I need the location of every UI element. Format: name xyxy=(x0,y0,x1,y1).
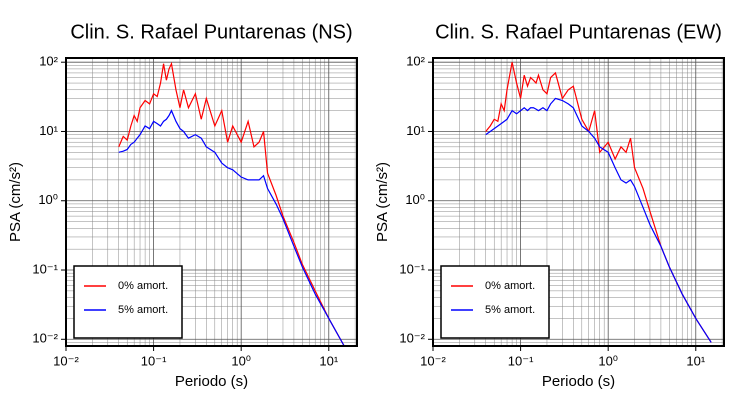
legend-box xyxy=(73,265,183,339)
legend-label: 5% amort. xyxy=(485,304,535,316)
x-tick-label: 10⁰ xyxy=(231,353,251,368)
chart-title: Clin. S. Rafael Puntarenas (NS) xyxy=(70,21,352,43)
x-tick-label: 10⁰ xyxy=(598,353,618,368)
panel: 10⁻² 10⁻¹ 10⁰ 10¹ 10⁻² 10⁻¹ 10⁰ 10¹ 10² Clin. S. … xyxy=(374,21,725,390)
plot-frame xyxy=(65,57,358,347)
legend-box xyxy=(440,265,550,339)
y-tick-label: 10⁻¹ xyxy=(32,261,58,276)
legend: 0% amort. 5% amort. xyxy=(440,265,550,339)
legend-label: 0% amort. xyxy=(118,280,168,292)
x-tick-label: 10¹ xyxy=(319,353,338,368)
y-tick-label: 10⁻² xyxy=(399,331,425,346)
x-tick-label: 10¹ xyxy=(686,353,705,368)
y-axis-label: PSA (cm/s²) xyxy=(7,162,24,242)
chart-title: Clin. S. Rafael Puntarenas (EW) xyxy=(435,21,722,43)
data-line xyxy=(485,97,712,343)
x-tick-label: 10⁻² xyxy=(420,353,446,368)
x-axis-label: Periodo (s) xyxy=(175,373,248,390)
legend-label: 0% amort. xyxy=(485,280,535,292)
y-tick-label: 10⁻¹ xyxy=(399,261,425,276)
y-tick-label: 10⁰ xyxy=(38,192,58,207)
data-line xyxy=(118,109,345,346)
y-tick-label: 10² xyxy=(39,54,58,69)
y-tick-label: 10⁰ xyxy=(405,192,425,207)
plot-frame xyxy=(432,57,725,347)
data-line xyxy=(485,62,712,343)
data-line xyxy=(118,61,345,346)
x-tick-label: 10⁻¹ xyxy=(141,353,167,368)
y-tick-label: 10² xyxy=(406,54,425,69)
y-tick-label: 10¹ xyxy=(39,123,58,138)
x-tick-label: 10⁻¹ xyxy=(508,353,534,368)
panel: 10⁻² 10⁻¹ 10⁰ 10¹ 10⁻² 10⁻¹ 10⁰ 10¹ 10² Clin. S. … xyxy=(7,21,358,390)
legend-label: 5% amort. xyxy=(118,304,168,316)
y-tick-label: 10⁻² xyxy=(32,331,58,346)
y-tick-label: 10¹ xyxy=(406,123,425,138)
y-axis-label: PSA (cm/s²) xyxy=(374,162,391,242)
legend: 0% amort. 5% amort. xyxy=(73,265,183,339)
x-axis-label: Periodo (s) xyxy=(542,373,615,390)
x-tick-label: 10⁻² xyxy=(53,353,79,368)
